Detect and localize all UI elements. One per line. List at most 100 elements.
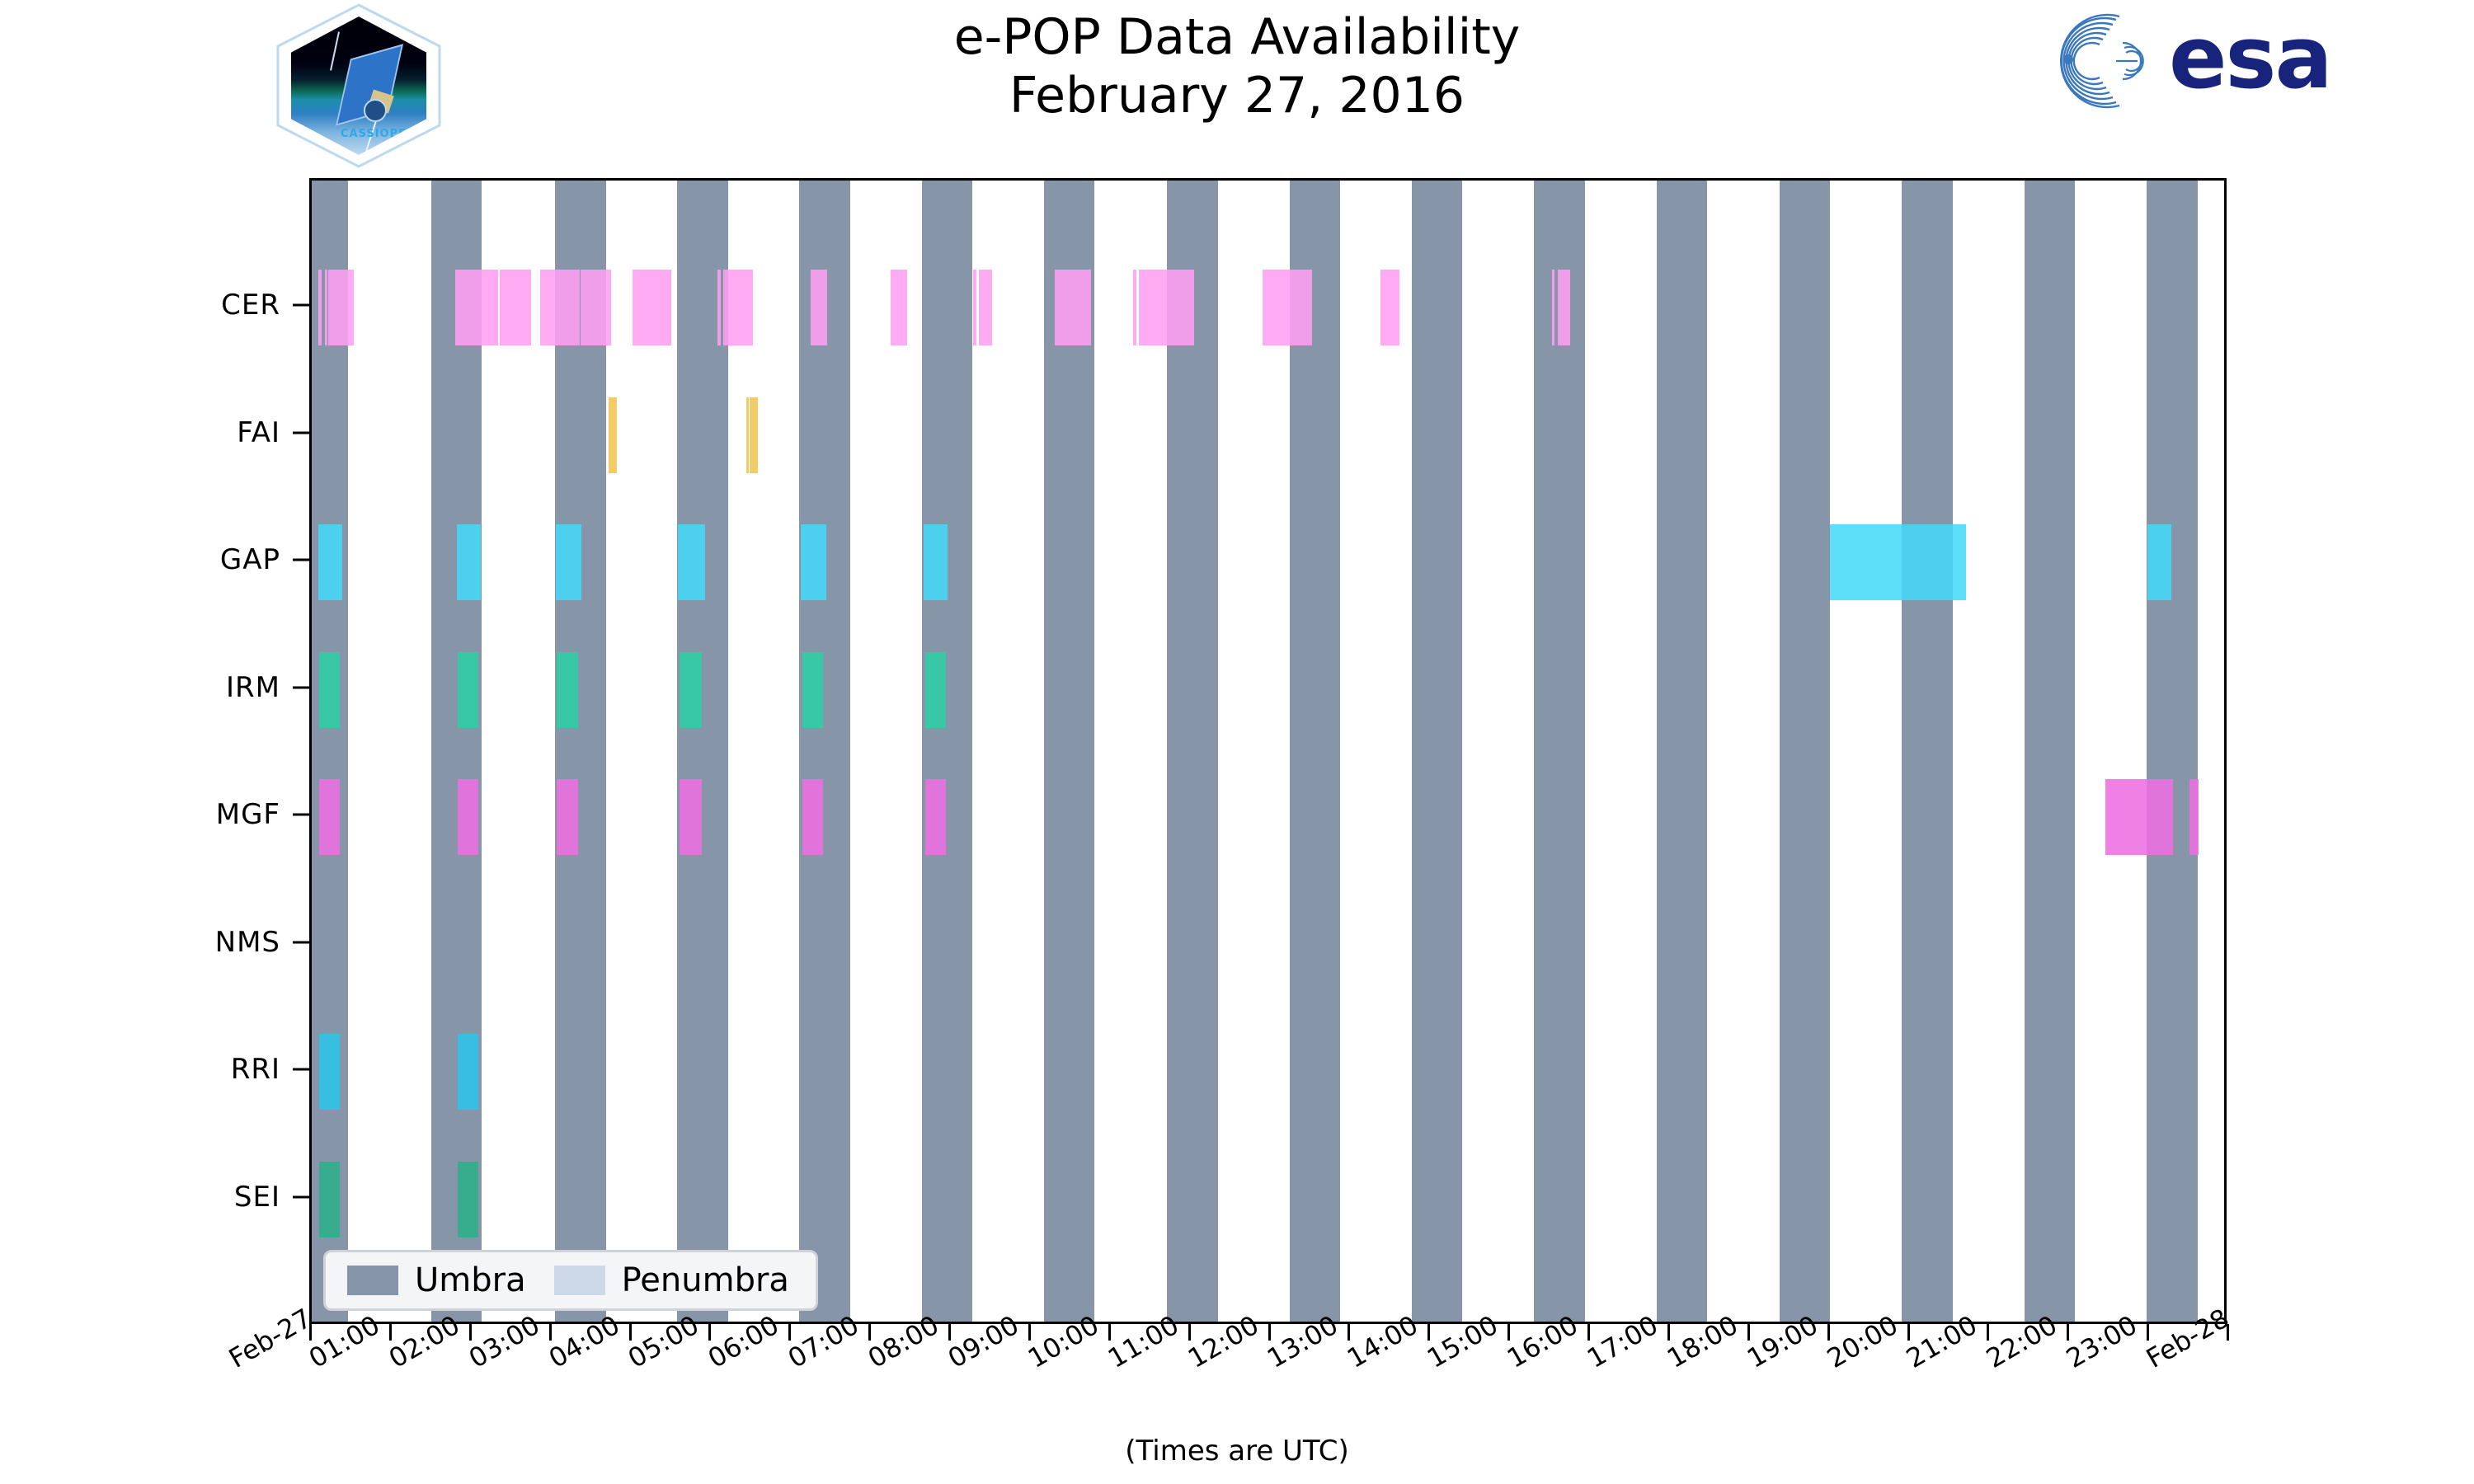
data-bar-gap <box>556 524 582 601</box>
data-bar-cer <box>581 270 612 346</box>
umbra-band <box>1657 181 1708 1322</box>
data-bar-gap <box>800 524 826 601</box>
data-bar-mgf <box>318 779 340 856</box>
umbra-band <box>2147 181 2199 1322</box>
y-tick-label-irm: IRM <box>226 670 280 704</box>
x-tick-mark <box>388 1324 392 1341</box>
x-tick-mark <box>708 1324 712 1341</box>
y-tick-mark <box>293 813 311 816</box>
umbra-band <box>431 181 482 1322</box>
x-tick-mark <box>1188 1324 1191 1341</box>
data-bar-cer <box>722 270 753 346</box>
y-tick-label-nms: NMS <box>214 925 280 959</box>
data-bar-cer <box>1558 270 1570 346</box>
data-bar-mgf <box>2189 779 2199 856</box>
x-axis-caption: (Times are UTC) <box>1125 1435 1349 1468</box>
data-bar-cer <box>540 270 580 346</box>
data-bar-gap <box>2147 524 2172 601</box>
x-tick-mark <box>1348 1324 1351 1341</box>
data-bar-sei <box>458 1161 479 1237</box>
data-bar-irm <box>925 651 947 728</box>
data-bar-mgf <box>802 779 823 856</box>
data-bar-cer <box>1132 270 1136 346</box>
data-bar-cer <box>1054 270 1091 346</box>
data-bar-cer <box>328 270 355 346</box>
y-tick-mark <box>293 303 311 307</box>
umbra-band <box>1779 181 1830 1322</box>
y-tick-mark <box>293 1068 311 1071</box>
esa-globe-icon <box>2059 13 2144 109</box>
data-bar-cer <box>633 270 671 346</box>
umbra-band <box>798 181 850 1322</box>
cassiope-logo-caption: CASSIOPE <box>340 128 407 140</box>
data-bar-mgf <box>458 779 479 856</box>
esa-wordmark: esa <box>2169 7 2333 108</box>
data-bar-mgf <box>557 779 578 856</box>
data-bar-mgf <box>679 779 702 856</box>
cassiope-logo-frame-icon <box>276 3 441 168</box>
data-bar-irm <box>557 651 578 728</box>
umbra-band <box>1289 181 1340 1322</box>
esa-logo: esa <box>2037 8 2425 110</box>
data-bar-mgf <box>2105 779 2174 856</box>
data-bar-cer <box>1262 270 1312 346</box>
legend-item-penumbra: Penumbra <box>553 1261 789 1299</box>
data-bar-irm <box>458 651 479 728</box>
data-bar-mgf <box>925 779 947 856</box>
data-bar-cer <box>324 270 328 346</box>
y-tick-mark <box>293 941 311 944</box>
legend-item-umbra: Umbra <box>347 1261 526 1299</box>
umbra-band <box>1044 181 1095 1322</box>
x-tick-mark <box>1108 1324 1111 1341</box>
cassiope-logo: CASSIOPE <box>276 3 441 168</box>
umbra-band <box>922 181 973 1322</box>
legend-swatch-umbra <box>347 1266 398 1295</box>
data-bar-cer <box>317 270 322 346</box>
y-tick-label-fai: FAI <box>237 416 280 449</box>
x-tick-mark <box>1507 1324 1511 1341</box>
legend-label-umbra: Umbra <box>415 1261 526 1299</box>
umbra-band <box>554 181 606 1322</box>
data-bar-irm <box>802 651 823 728</box>
y-tick-mark <box>293 686 311 689</box>
x-tick-mark <box>1827 1324 1830 1341</box>
data-bar-rri <box>318 1034 340 1111</box>
x-tick-mark <box>2067 1324 2070 1341</box>
data-bar-rri <box>458 1034 479 1111</box>
y-tick-mark <box>293 1195 311 1199</box>
data-bar-cer <box>978 270 993 346</box>
y-tick-label-gap: GAP <box>219 543 280 577</box>
x-tick-mark <box>2227 1324 2229 1341</box>
cassiope-badge-icon <box>364 99 387 122</box>
data-bar-cer <box>973 270 976 346</box>
x-tick-mark <box>548 1324 552 1341</box>
y-tick-label-sei: SEI <box>233 1180 280 1214</box>
data-bar-gap <box>677 524 705 601</box>
data-bar-gap <box>457 524 482 601</box>
y-tick-label-rri: RRI <box>230 1053 280 1087</box>
data-bar-cer <box>891 270 907 346</box>
x-tick-mark <box>1427 1324 1431 1341</box>
y-tick-label-cer: CER <box>221 289 280 322</box>
umbra-band <box>1901 181 1953 1322</box>
data-bar-gap <box>924 524 948 601</box>
umbra-band <box>312 181 348 1322</box>
data-bar-cer <box>717 270 721 346</box>
data-bar-cer <box>1380 270 1400 346</box>
x-tick-mark <box>309 1324 312 1341</box>
x-tick-mark <box>1028 1324 1031 1341</box>
x-tick-mark <box>628 1324 632 1341</box>
x-tick-mark <box>788 1324 792 1341</box>
data-bar-fai <box>746 397 749 473</box>
data-bar-cer <box>811 270 827 346</box>
data-bar-cer <box>455 270 498 346</box>
legend-swatch-penumbra <box>553 1266 605 1295</box>
data-bar-fai <box>749 397 758 473</box>
umbra-band <box>1411 181 1462 1322</box>
x-tick-mark <box>2147 1324 2150 1341</box>
x-tick-mark <box>468 1324 472 1341</box>
data-bar-gap <box>1829 524 1967 601</box>
y-tick-mark <box>293 431 311 434</box>
data-bar-gap <box>317 524 342 601</box>
x-tick-mark <box>1268 1324 1271 1341</box>
